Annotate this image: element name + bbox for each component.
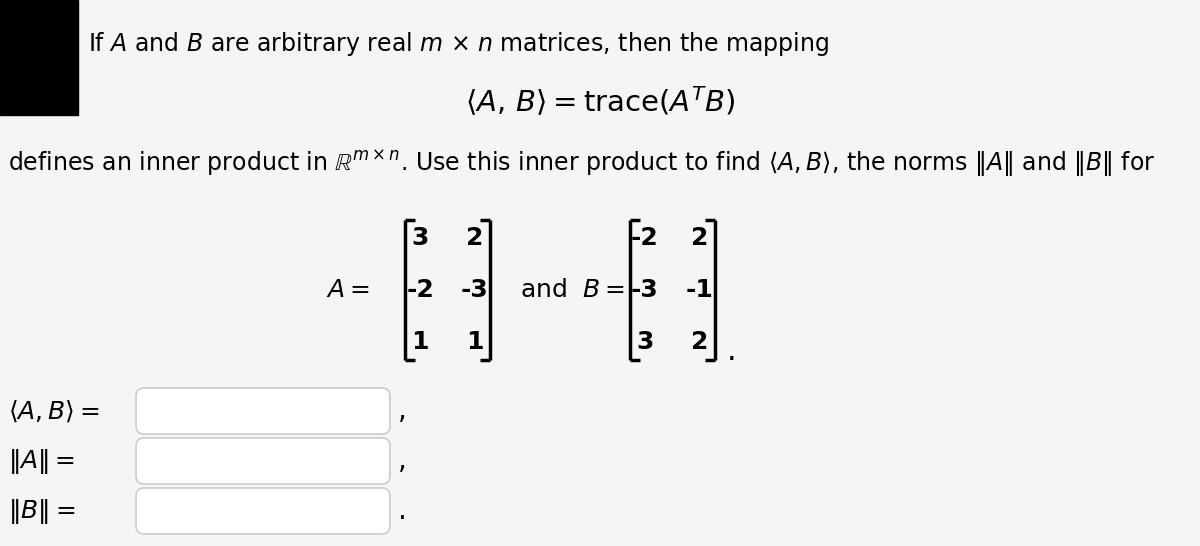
Text: -2: -2 [406, 278, 434, 302]
FancyBboxPatch shape [136, 488, 390, 534]
Text: -3: -3 [631, 278, 659, 302]
Text: .: . [398, 497, 407, 525]
Text: $\|B\| =$: $\|B\| =$ [8, 496, 76, 525]
Text: and  $B =$: and $B =$ [520, 278, 625, 302]
Text: ,: , [398, 447, 407, 475]
Text: defines an inner product in $\mathbb{R}^{m\times n}$. Use this inner product to : defines an inner product in $\mathbb{R}^… [8, 148, 1156, 179]
Text: 1: 1 [412, 330, 428, 354]
Text: $\langle A,\, B \rangle = \mathrm{trace}(A^T B)$: $\langle A,\, B \rangle = \mathrm{trace}… [464, 85, 736, 118]
Text: ,: , [398, 397, 407, 425]
Text: 1: 1 [467, 330, 484, 354]
Text: $\|A\| =$: $\|A\| =$ [8, 447, 76, 476]
Text: 2: 2 [691, 330, 709, 354]
Text: 2: 2 [691, 226, 709, 250]
FancyBboxPatch shape [136, 438, 390, 484]
Bar [0, 0, 78, 115]
Text: 3: 3 [636, 330, 654, 354]
Text: If $\mathit{A}$ and $\mathit{B}$ are arbitrary real $\mathit{m}$ $\times$ $\math: If $\mathit{A}$ and $\mathit{B}$ are arb… [88, 30, 829, 58]
Text: -1: -1 [686, 278, 714, 302]
Text: .: . [727, 337, 737, 366]
Text: $A =$: $A =$ [326, 278, 370, 302]
Text: -3: -3 [461, 278, 488, 302]
Text: 3: 3 [412, 226, 428, 250]
Text: $\langle A, B \rangle =$: $\langle A, B \rangle =$ [8, 398, 100, 424]
FancyBboxPatch shape [136, 388, 390, 434]
Text: 2: 2 [467, 226, 484, 250]
Text: -2: -2 [631, 226, 659, 250]
